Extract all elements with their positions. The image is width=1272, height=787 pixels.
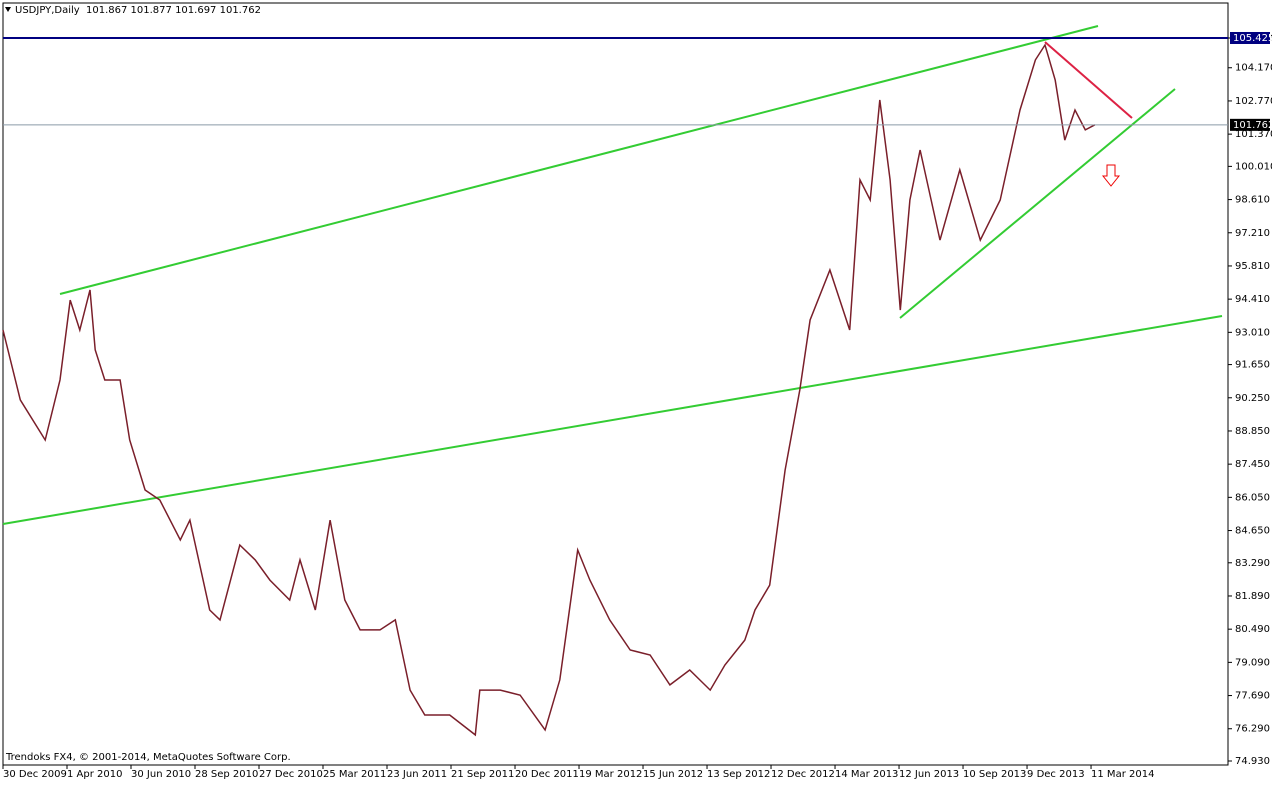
- x-tick-label: 30 Dec 2009: [3, 769, 67, 780]
- trend-line: [59, 25, 1099, 295]
- y-tick-label: 74.930: [1235, 756, 1270, 767]
- x-tick-label: 27 Dec 2010: [259, 769, 323, 780]
- y-tick-label: 81.890: [1235, 591, 1270, 602]
- x-tick-label: 12 Dec 2012: [771, 769, 835, 780]
- quote: 101.867 101.877 101.697 101.762: [86, 5, 261, 16]
- x-tick-label: 15 Jun 2012: [643, 769, 703, 780]
- y-tick-label: 88.850: [1235, 426, 1270, 437]
- x-tick-label: 20 Dec 2011: [515, 769, 579, 780]
- x-tick-label: 28 Sep 2010: [195, 769, 258, 780]
- price-level-label: 105.425: [1233, 33, 1272, 44]
- x-tick-label: 30 Jun 2010: [131, 769, 191, 780]
- y-tick-label: 80.490: [1235, 624, 1270, 635]
- y-tick-label: 77.690: [1235, 691, 1270, 702]
- y-tick-label: 83.290: [1235, 558, 1270, 569]
- symbol-title: USDJPY,Daily: [15, 5, 80, 16]
- price-level-label: 101.762: [1233, 120, 1272, 131]
- y-tick-label: 98.610: [1235, 195, 1270, 206]
- trend-lines: [2, 25, 1223, 525]
- y-tick-label: 79.090: [1235, 657, 1270, 668]
- trend-line: [1044, 41, 1133, 119]
- x-tick-label: 25 Mar 2011: [323, 769, 386, 780]
- y-tick-label: 104.170: [1235, 63, 1272, 74]
- x-tick-label: 12 Jun 2013: [899, 769, 959, 780]
- y-tick-label: 87.450: [1235, 459, 1270, 470]
- y-tick-label: 76.290: [1235, 724, 1270, 735]
- plot-frame: [2, 2, 1229, 766]
- y-tick-label: 86.050: [1235, 492, 1270, 503]
- y-tick-label: 100.010: [1235, 161, 1272, 172]
- y-tick-label: 84.650: [1235, 526, 1270, 537]
- x-tick-label: 23 Jun 2011: [387, 769, 447, 780]
- x-tick-label: 9 Dec 2013: [1027, 769, 1085, 780]
- x-tick-label: 13 Sep 2012: [707, 769, 770, 780]
- trend-line: [899, 88, 1176, 319]
- x-tick-label: 21 Sep 2011: [451, 769, 514, 780]
- y-tick-label: 94.410: [1235, 294, 1270, 305]
- y-tick-label: 102.770: [1235, 96, 1272, 107]
- y-tick-label: 93.010: [1235, 327, 1270, 338]
- footer: Trendoks FX4, © 2001-2014, MetaQuotes So…: [5, 752, 291, 763]
- x-tick-label: 14 Mar 2013: [835, 769, 898, 780]
- x-tick-label: 19 Mar 2012: [579, 769, 642, 780]
- price-line: [2, 43, 1096, 737]
- y-tick-label: 97.210: [1235, 228, 1270, 239]
- trend-line: [2, 315, 1223, 525]
- y-tick-label: 101.370: [1235, 129, 1272, 140]
- y-tick-label: 90.250: [1235, 393, 1270, 404]
- y-tick-label: 95.810: [1235, 261, 1270, 272]
- y-tick-label: 91.650: [1235, 360, 1270, 371]
- menu-arrow: [5, 7, 11, 12]
- price-level-box: [1230, 31, 1270, 44]
- down-arrow: [1101, 164, 1121, 187]
- price-level-box: [1230, 118, 1270, 131]
- x-tick-label: 1 Apr 2010: [67, 769, 122, 780]
- x-tick-label: 11 Mar 2014: [1091, 769, 1154, 780]
- x-tick-label: 10 Sep 2013: [963, 769, 1026, 780]
